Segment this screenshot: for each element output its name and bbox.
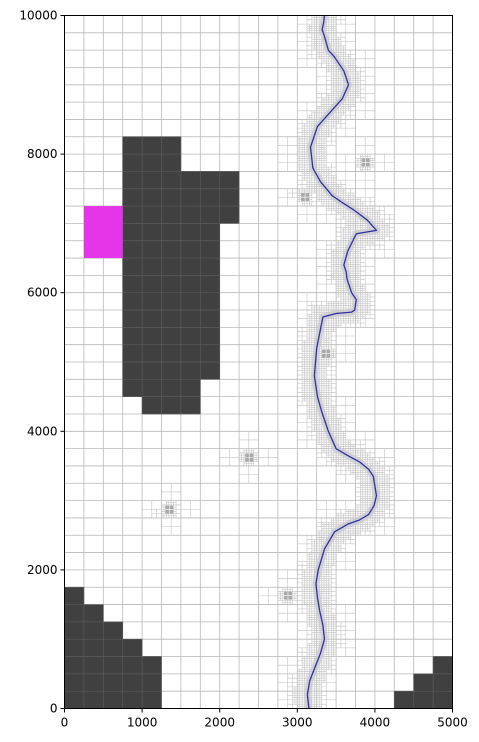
y-tick-label: 4000 [27,424,58,438]
point-source-mesh [361,158,370,167]
river-line [306,15,378,709]
obstacle-grid [64,586,162,709]
obstacle-cell [64,587,84,605]
obstacle-cell [142,396,201,414]
obstacle-main-block [122,136,240,415]
obstacle-grid [122,136,240,415]
target-zone [83,206,123,259]
x-tick-label: 2000 [204,716,235,730]
point-source-mesh [245,453,254,462]
y-tick-label: 6000 [27,286,58,300]
y-tick-label: 0 [50,702,58,716]
point-source-mesh [301,193,310,202]
x-tick-label: 4000 [360,716,391,730]
x-tick-label: 5000 [437,716,468,730]
point-source-mesh [283,591,292,600]
x-axis: 0 1000 2000 3000 4000 5000 [61,708,468,730]
point-source-mesh [322,349,331,358]
obstacle-cell [394,691,453,709]
point-source-layer [165,158,370,600]
obstacle-layer [64,136,453,709]
y-tick-label: 10000 [19,9,57,23]
y-axis: 0 2000 4000 6000 8000 10000 [19,9,65,716]
obstacle-cell [64,621,123,640]
y-tick-label: 2000 [27,563,58,577]
y-tick-label: 8000 [27,147,58,161]
river-layer [303,15,380,709]
x-tick-label: 3000 [282,716,313,730]
obstacle-cell [433,656,453,674]
x-tick-label: 0 [61,716,69,730]
obstacle-grid [393,656,453,709]
obstacle-bottom-right-block [393,656,453,709]
obstacle-cell [64,691,162,709]
x-tick-label: 1000 [127,716,158,730]
plot-frame [64,15,453,709]
obstacle-cell [122,223,220,380]
point-source-mesh [165,505,174,514]
obstacle-bottom-left-block [64,586,162,709]
